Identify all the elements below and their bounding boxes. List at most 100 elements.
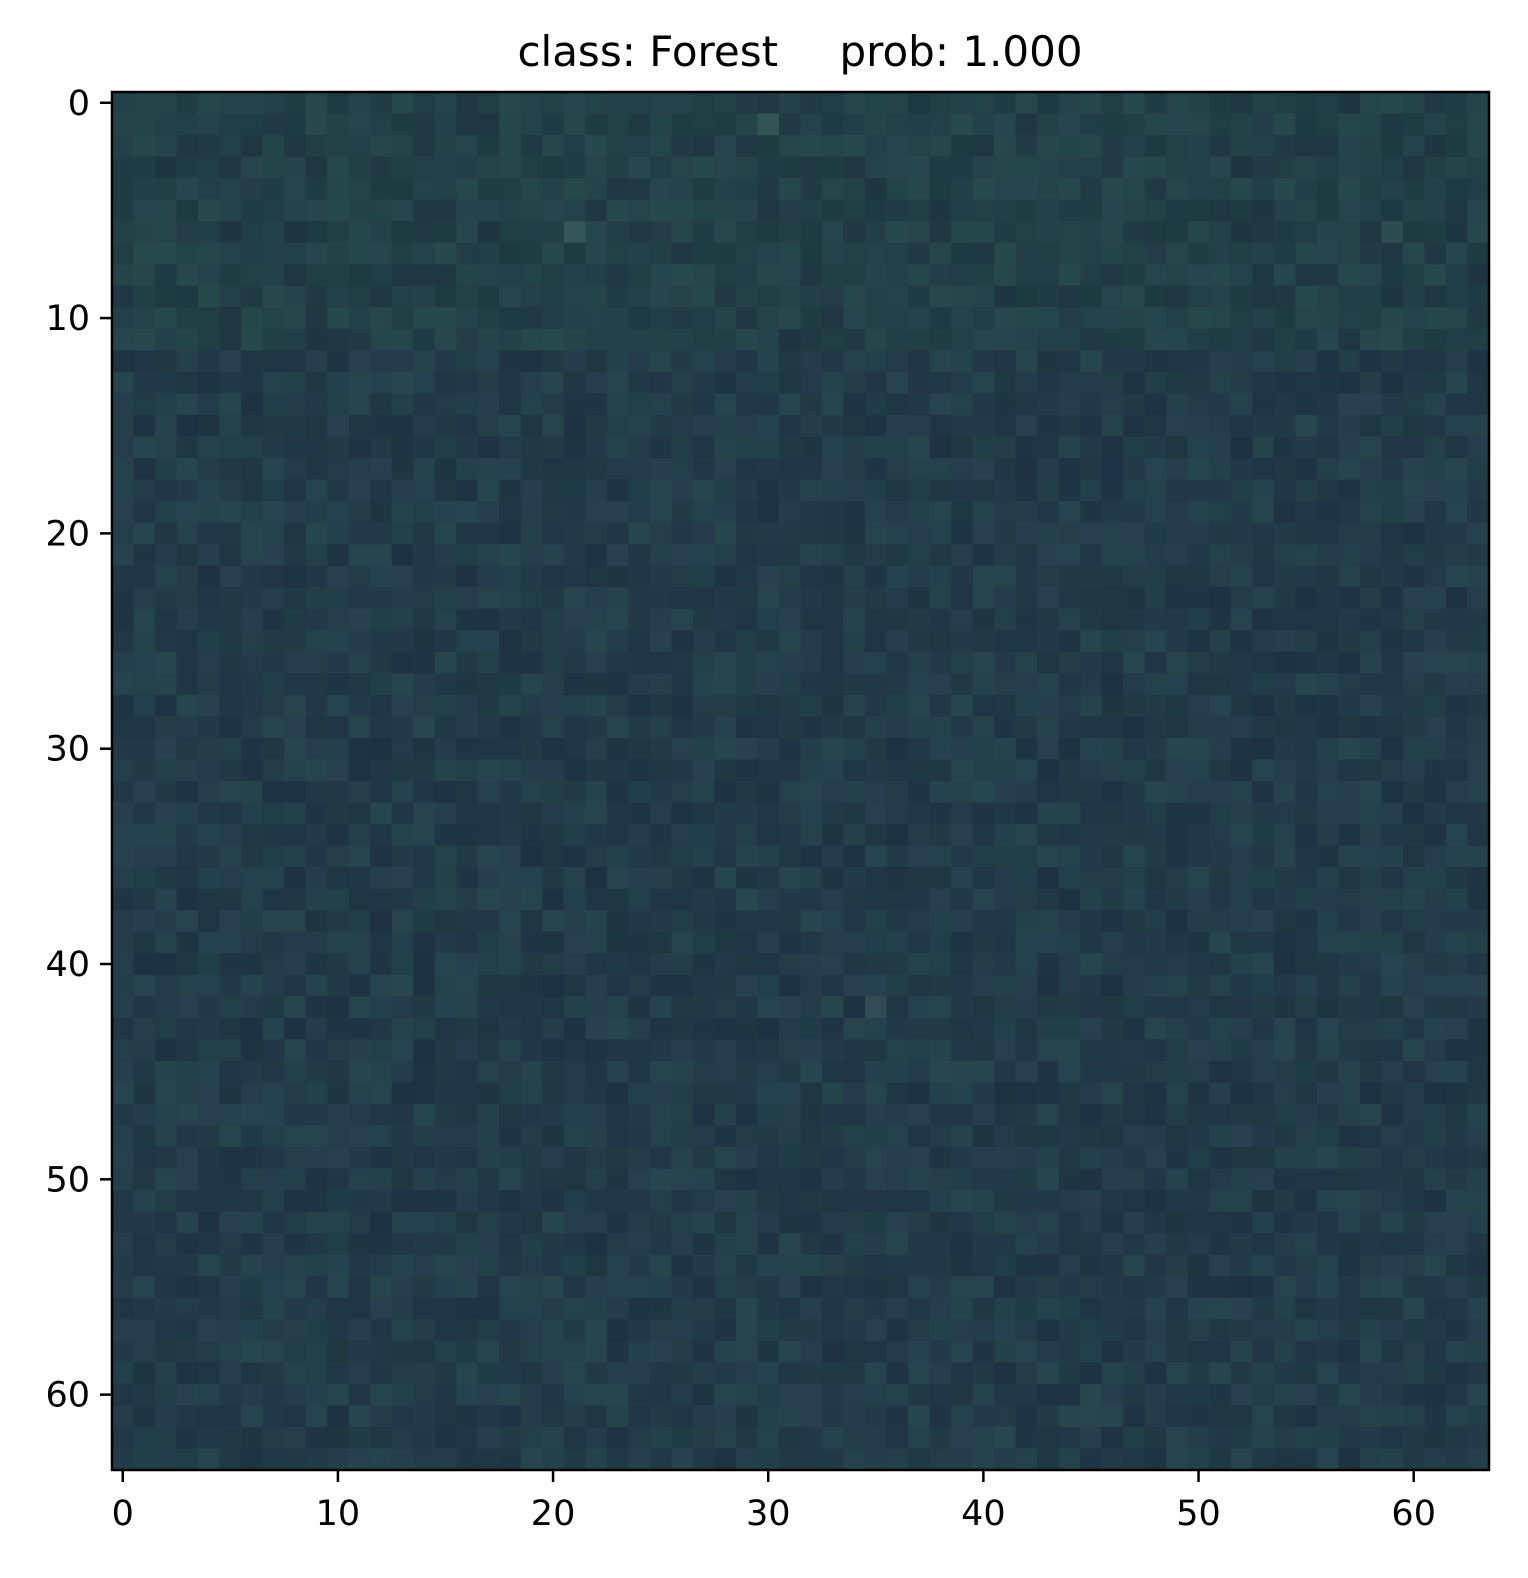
image-pixel	[198, 458, 221, 481]
image-pixel	[112, 1147, 135, 1170]
image-pixel	[714, 1319, 737, 1342]
image-pixel	[757, 1405, 780, 1428]
image-pixel	[305, 1426, 328, 1450]
image-pixel	[262, 802, 285, 825]
image-pixel	[929, 1405, 952, 1428]
image-pixel	[477, 1254, 500, 1277]
image-pixel	[972, 479, 995, 502]
image-pixel	[929, 630, 952, 653]
image-pixel	[262, 759, 285, 782]
image-pixel	[219, 587, 242, 610]
image-pixel	[219, 1319, 242, 1342]
image-pixel	[499, 1319, 522, 1342]
image-pixel	[1037, 242, 1060, 265]
image-pixel	[155, 1211, 178, 1234]
image-pixel	[284, 565, 307, 588]
image-pixel	[1467, 1276, 1490, 1299]
image-pixel	[886, 694, 909, 718]
image-pixel	[434, 996, 457, 1019]
image-pixel	[735, 1082, 759, 1105]
image-pixel	[542, 371, 565, 395]
image-pixel	[1080, 178, 1103, 201]
image-pixel	[735, 242, 759, 265]
image-pixel	[391, 1340, 414, 1363]
image-pixel	[822, 1362, 845, 1385]
image-pixel	[671, 587, 694, 610]
image-pixel	[1424, 1039, 1447, 1062]
image-pixel	[1273, 845, 1296, 868]
image-pixel	[456, 1254, 479, 1277]
image-pixel	[671, 156, 694, 179]
image-pixel	[929, 221, 952, 244]
image-pixel	[800, 1405, 823, 1428]
image-pixel	[1187, 781, 1210, 804]
image-pixel	[413, 737, 436, 761]
image-pixel	[112, 1233, 135, 1256]
image-pixel	[735, 694, 759, 718]
image-pixel	[1187, 414, 1210, 438]
image-pixel	[1080, 458, 1103, 481]
image-pixel	[112, 522, 135, 545]
image-pixel	[434, 178, 457, 201]
image-pixel	[843, 221, 866, 244]
image-pixel	[1338, 522, 1361, 545]
image-pixel	[951, 264, 974, 287]
image-pixel	[1402, 328, 1426, 351]
image-pixel	[778, 1211, 802, 1234]
image-pixel	[1080, 802, 1103, 825]
image-pixel	[1359, 1233, 1383, 1256]
image-pixel	[714, 307, 737, 330]
image-pixel	[262, 1448, 285, 1471]
image-pixel	[692, 135, 716, 158]
image-pixel	[1381, 1254, 1404, 1277]
image-pixel	[1467, 479, 1490, 502]
image-pixel	[585, 436, 608, 459]
image-pixel	[951, 1362, 974, 1385]
image-pixel	[370, 1340, 393, 1363]
image-pixel	[1230, 737, 1253, 761]
image-pixel	[1359, 113, 1383, 136]
image-pixel	[262, 824, 285, 847]
image-pixel	[800, 565, 823, 588]
image-pixel	[456, 242, 479, 265]
image-pixel	[1166, 630, 1189, 653]
image-pixel	[370, 716, 393, 739]
image-pixel	[865, 608, 888, 631]
image-pixel	[219, 544, 242, 567]
image-pixel	[155, 307, 178, 330]
image-pixel	[1359, 414, 1383, 438]
image-pixel	[176, 759, 199, 782]
image-pixel	[1402, 199, 1426, 222]
image-pixel	[865, 716, 888, 739]
image-pixel	[1037, 1254, 1060, 1277]
image-pixel	[1381, 1190, 1404, 1213]
image-pixel	[929, 544, 952, 567]
image-pixel	[348, 414, 371, 438]
image-pixel	[714, 953, 737, 976]
image-pixel	[1338, 1147, 1361, 1170]
image-pixel	[477, 307, 500, 330]
image-pixel	[262, 1211, 285, 1234]
image-pixel	[413, 673, 436, 696]
image-pixel	[434, 737, 457, 761]
image-pixel	[735, 1254, 759, 1277]
image-pixel	[1402, 1362, 1426, 1385]
image-pixel	[1166, 264, 1189, 287]
image-pixel	[1230, 1405, 1253, 1428]
image-pixel	[241, 781, 264, 804]
image-pixel	[757, 1103, 780, 1127]
image-pixel	[241, 458, 264, 481]
image-pixel	[262, 867, 285, 890]
image-pixel	[499, 802, 522, 825]
image-pixel	[1080, 1103, 1103, 1127]
image-pixel	[434, 371, 457, 395]
image-pixel	[735, 1319, 759, 1342]
image-pixel	[1445, 414, 1469, 438]
image-pixel	[1338, 1254, 1361, 1277]
image-pixel	[1080, 1383, 1103, 1407]
image-pixel	[1467, 178, 1490, 201]
image-pixel	[585, 285, 608, 308]
image-pixel	[1445, 1426, 1469, 1450]
image-pixel	[370, 501, 393, 524]
image-pixel	[1101, 630, 1124, 653]
